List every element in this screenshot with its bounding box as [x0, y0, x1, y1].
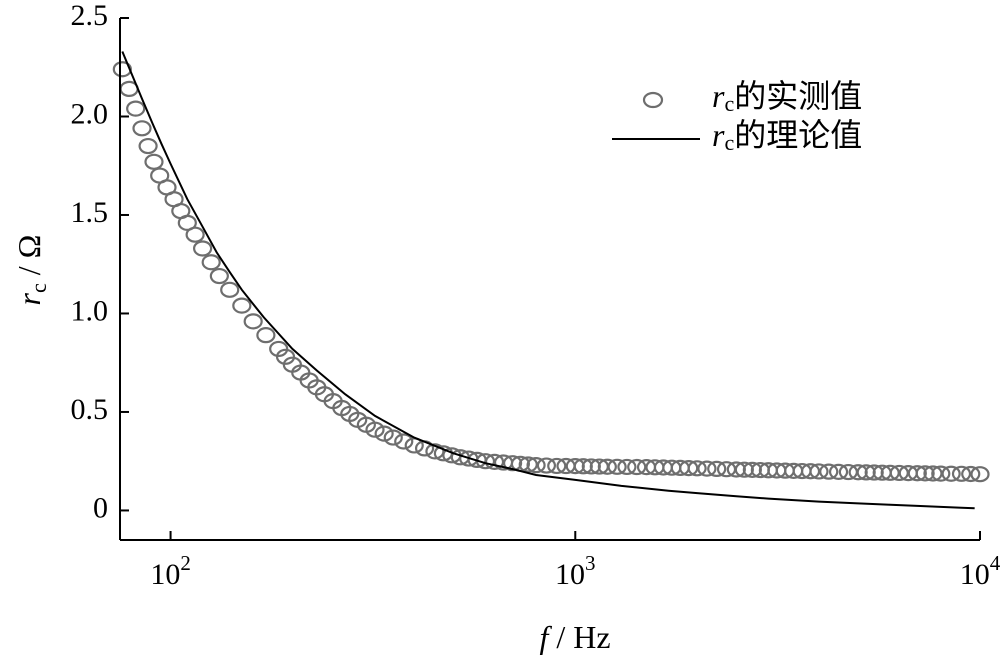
legend-measured-var: r [712, 78, 725, 114]
measured-point-15 [220, 281, 240, 298]
y-ticks: 0 0.5 1.0 1.5 2.0 2.5 [71, 0, 129, 524]
measured-point-48 [518, 456, 538, 473]
x-axis-title: f / Hz [539, 619, 610, 655]
measured-point-14 [209, 267, 229, 285]
measured-point-95 [931, 465, 951, 482]
measured-point-51 [547, 457, 567, 475]
measured-point-58 [607, 458, 627, 475]
measured-point-57 [597, 458, 617, 475]
measured-point-16 [232, 297, 252, 314]
legend-measured-sub: c [724, 91, 734, 116]
measured-point-50 [536, 457, 557, 474]
measured-point-31 [365, 421, 385, 438]
y-tick-label-4: 2.0 [71, 97, 109, 130]
measured-point-12 [193, 240, 213, 257]
measured-point-80 [800, 463, 821, 480]
measured-point-11 [185, 226, 205, 243]
legend-marker-measured [642, 91, 664, 109]
measured-point-83 [828, 463, 849, 480]
x-tick-label-2: 104 [960, 551, 1000, 591]
measured-point-67 [687, 460, 707, 477]
measured-point-0 [112, 61, 132, 78]
measured-point-2 [126, 100, 146, 117]
measured-point-4 [138, 137, 158, 155]
measured-point-66 [679, 460, 699, 477]
legend-label-measured: rc的实测值 [712, 78, 862, 116]
measured-point-96 [941, 465, 961, 482]
measured-point-37 [425, 443, 445, 460]
x-axis-unit: / Hz [548, 619, 610, 655]
measured-point-94 [923, 465, 943, 482]
series-theory-line [121, 51, 975, 510]
measured-point-82 [819, 463, 839, 480]
x-tick-label-1: 103 [555, 551, 596, 591]
measured-point-68 [697, 460, 717, 477]
y-axis-var: r [11, 292, 47, 305]
measured-point-10 [177, 214, 197, 231]
measured-point-44 [484, 453, 505, 470]
measured-point-49 [526, 457, 546, 474]
measured-point-3 [132, 120, 152, 137]
measured-point-34 [394, 433, 414, 450]
y-tick-label-2: 1.0 [71, 294, 109, 327]
y-axis-title: rc / Ω [11, 235, 51, 306]
measured-point-81 [809, 463, 829, 480]
plot-area [112, 51, 990, 510]
measured-point-99 [970, 466, 990, 483]
legend-theory-var: r [712, 117, 725, 153]
measured-point-33 [383, 429, 403, 446]
y-tick-label-0: 0 [93, 491, 108, 524]
legend: rc的实测值 rc的理论值 [612, 78, 862, 155]
legend-theory-sub: c [724, 130, 734, 155]
y-axis-unit: / Ω [11, 235, 47, 284]
y-tick-label-5: 2.5 [71, 0, 109, 32]
measured-point-46 [502, 455, 523, 472]
legend-theory-text: 的理论值 [734, 117, 862, 153]
measured-point-92 [907, 465, 927, 482]
measured-point-93 [915, 465, 935, 482]
measured-point-97 [951, 465, 972, 482]
measured-point-98 [961, 465, 981, 483]
measured-point-60 [627, 458, 647, 476]
measured-point-13 [201, 254, 221, 271]
x-ticks: 102 103 104 [150, 531, 1000, 591]
axes [119, 18, 980, 541]
measured-point-32 [374, 425, 394, 442]
y-tick-label-1: 0.5 [71, 393, 109, 426]
y-tick-label-3: 1.5 [71, 196, 109, 229]
measured-point-18 [256, 327, 276, 344]
measured-point-17 [243, 313, 263, 330]
y-axis-sub: c [26, 283, 51, 293]
legend-label-theory: rc的理论值 [712, 117, 862, 155]
measured-point-59 [617, 458, 637, 476]
x-tick-label-0: 102 [150, 551, 191, 591]
measured-point-69 [707, 460, 727, 477]
legend-measured-text: 的实测值 [734, 78, 862, 114]
measured-point-5 [144, 153, 164, 170]
